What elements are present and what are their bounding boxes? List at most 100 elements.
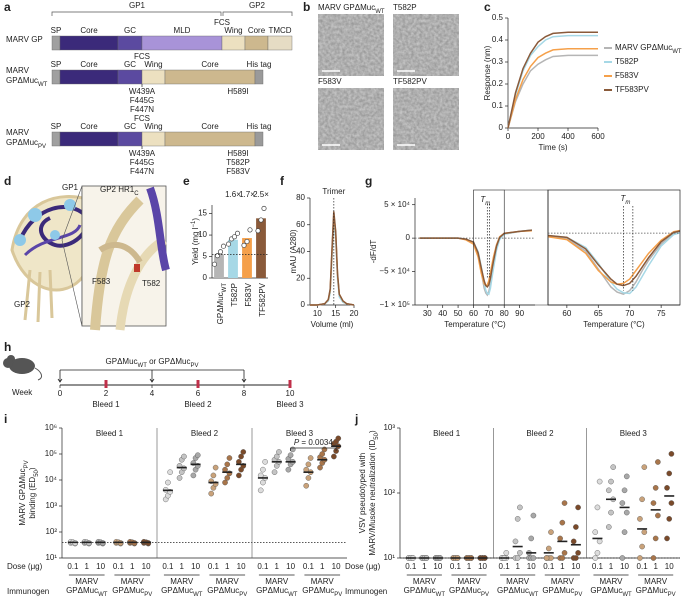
dose-label: 10	[96, 562, 105, 571]
y-tick-label: 10⁴	[45, 475, 58, 484]
data-point	[261, 205, 267, 211]
text-part: GPΔMuc	[112, 586, 144, 595]
x-tick-label: 400	[561, 132, 575, 141]
series-line	[419, 229, 532, 296]
y-tick-label: 15	[198, 209, 207, 218]
dose-axis-label: Dose (μg)	[345, 562, 381, 571]
dose-label: 1	[275, 562, 280, 571]
dose-label: 10	[478, 562, 487, 571]
dose-label: 10	[527, 562, 536, 571]
domain-segment	[117, 35, 143, 51]
text-part: VSV pseudotyped with	[358, 453, 367, 534]
x-axis-label: Volume (ml)	[311, 320, 354, 329]
legend-label: F583V	[615, 71, 639, 80]
data-point	[231, 234, 238, 240]
data-point	[276, 449, 282, 455]
panel-label: d	[4, 174, 11, 188]
domain-segment	[51, 131, 61, 147]
data-point	[307, 455, 314, 461]
x-tick-label: 20	[350, 309, 359, 318]
fold-label: 1.7×	[239, 190, 255, 199]
series-line	[507, 54, 598, 129]
text-part: )	[191, 218, 200, 221]
y-tick-label: 0.1	[492, 101, 504, 110]
mutation-label: W439A	[129, 87, 156, 96]
annotation: Trimer	[322, 187, 345, 196]
legend-label: T582P	[615, 57, 639, 66]
dose-label: 0.1	[67, 562, 79, 571]
data-point	[573, 555, 579, 561]
text-part: GPΔMuc	[449, 586, 481, 595]
text-part: binding (ED	[28, 477, 37, 519]
series-line	[310, 211, 355, 306]
week-label: 10	[286, 389, 295, 398]
series-line	[548, 230, 680, 296]
text-part: WT	[138, 363, 148, 369]
fcs-label: FCS	[214, 18, 230, 27]
bar	[242, 238, 252, 278]
data-point	[165, 479, 171, 486]
data-point	[592, 555, 599, 561]
immunogen-label: GPΔMucWT	[404, 586, 446, 597]
panel-label: f	[280, 174, 285, 188]
data-point	[226, 455, 233, 461]
data-point	[594, 504, 601, 511]
text-part: WT	[529, 592, 539, 598]
domain-segment	[59, 69, 119, 85]
x-tick-label: TF582PV	[258, 282, 267, 316]
mutation-label: H589I	[227, 87, 248, 96]
data-point	[650, 500, 657, 506]
domain-label: SP	[51, 122, 62, 131]
data-point	[331, 453, 337, 460]
dose-label: 10	[237, 562, 246, 571]
text-part: WT	[38, 82, 48, 88]
dose-label: 10	[142, 562, 151, 571]
dose-label: 0.1	[450, 562, 462, 571]
y-tick-label: 0.5	[492, 13, 504, 22]
data-point	[530, 512, 537, 519]
x-tick-label: 200	[531, 132, 545, 141]
dose-label: 0.1	[113, 562, 125, 571]
week-label: 6	[196, 389, 201, 398]
panel-label: h	[4, 340, 11, 354]
text-part: T582P	[615, 57, 639, 66]
data-point	[592, 529, 599, 535]
dose-label: 10	[571, 562, 580, 571]
series-line	[419, 229, 532, 288]
text-part: F583V	[244, 282, 253, 306]
domain-segment	[164, 131, 256, 147]
data-point	[530, 555, 537, 561]
micrograph-label: T582P	[393, 3, 417, 12]
data-point	[236, 472, 242, 479]
domain-segment	[59, 131, 119, 147]
text-part: MARV	[6, 128, 30, 137]
construct-name: GPΔMucPV	[6, 138, 46, 149]
immunogen-prefix: MARV	[551, 577, 575, 586]
structure-render	[10, 185, 170, 331]
y-tick-label: 80	[296, 193, 305, 202]
bleed-label: Bleed 2	[184, 400, 212, 409]
data-point	[608, 478, 614, 485]
text-part: MARV	[6, 66, 30, 75]
bleed-marker	[196, 380, 200, 388]
x-tick-label: 70	[625, 309, 634, 318]
series-line	[548, 230, 680, 287]
micrograph-label: MARV GPΔMucWT	[318, 3, 385, 14]
dose-label: 0.1	[303, 562, 315, 571]
data-point	[637, 555, 643, 561]
data-point	[247, 227, 253, 233]
data-point	[573, 524, 579, 530]
text-part: F583	[92, 277, 111, 286]
immunogen-label: GPΔMucPV	[112, 586, 152, 597]
immunogen-label: GPΔMucWT	[161, 586, 203, 597]
injection-arrow	[57, 370, 63, 383]
data-point	[623, 509, 630, 516]
text-part: MARV GPΔMuc	[18, 468, 27, 525]
y-tick-label: 0.4	[492, 35, 504, 44]
data-point	[321, 446, 328, 453]
dose-label: 1	[320, 562, 325, 571]
dose-label: 1	[85, 562, 90, 571]
data-point	[194, 452, 201, 458]
y-tick-label: 0	[301, 300, 306, 309]
y-tick-label: 0	[406, 233, 411, 242]
